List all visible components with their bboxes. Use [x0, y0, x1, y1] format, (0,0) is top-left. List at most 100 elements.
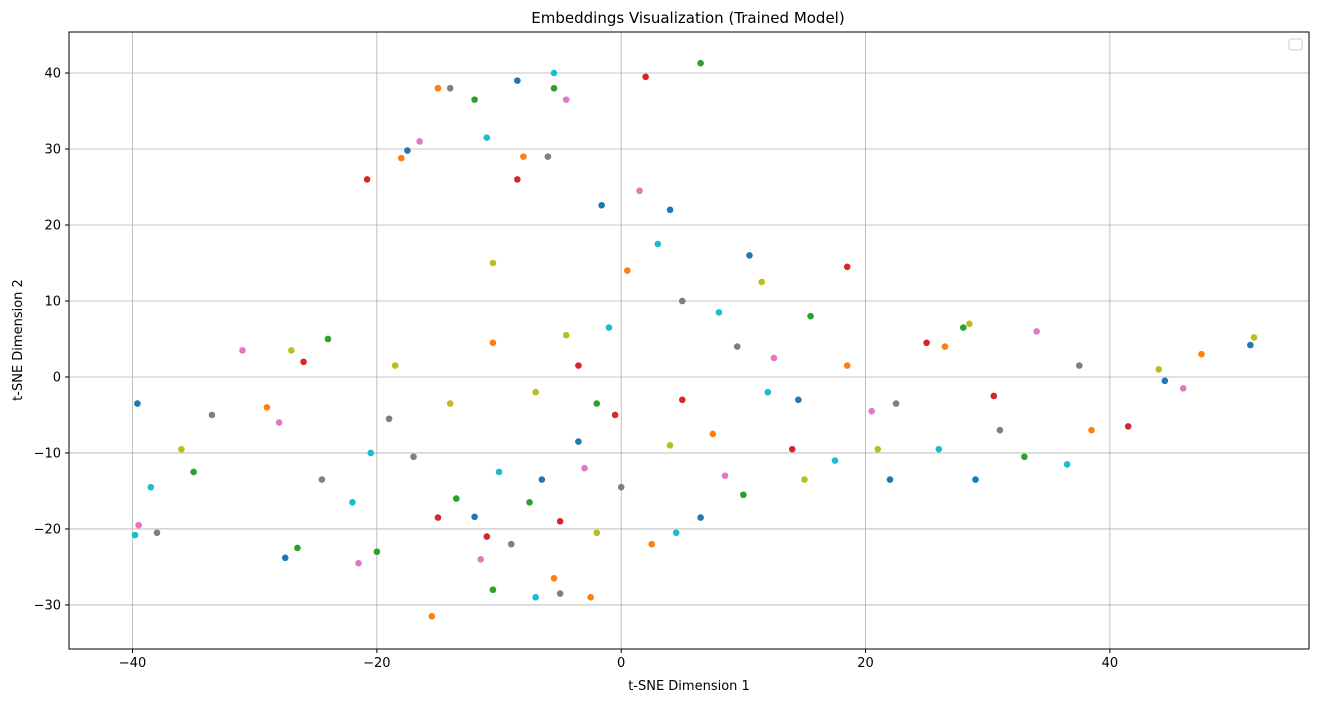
- data-point: [562, 331, 570, 339]
- data-point: [471, 96, 478, 103]
- data-point: [349, 499, 356, 506]
- data-point: [666, 442, 674, 449]
- data-point: [263, 404, 271, 411]
- data-point: [892, 400, 900, 407]
- data-point: [721, 472, 729, 480]
- data-point: [966, 320, 973, 328]
- x-tick-label: 40: [1102, 656, 1119, 671]
- data-point: [697, 59, 704, 67]
- data-point: [275, 419, 283, 426]
- y-axis-label: t-SNE Dimension 2: [11, 279, 26, 401]
- data-point: [526, 499, 533, 506]
- data-point: [575, 362, 582, 369]
- data-point: [868, 407, 875, 415]
- data-point: [575, 438, 582, 445]
- data-point: [1161, 377, 1169, 385]
- data-point: [843, 362, 851, 369]
- data-point: [666, 206, 674, 214]
- y-tick-label: −10: [34, 446, 61, 461]
- data-point: [587, 594, 594, 601]
- data-point: [147, 483, 155, 491]
- data-point: [483, 533, 491, 540]
- data-point: [489, 259, 497, 267]
- data-point: [239, 347, 246, 354]
- data-point: [715, 309, 723, 316]
- data-point: [605, 324, 613, 331]
- data-point: [1063, 461, 1071, 468]
- data-point: [874, 445, 882, 453]
- plot-frame: [68, 31, 1310, 650]
- data-point: [959, 324, 967, 331]
- data-point: [281, 554, 289, 562]
- y-tick-label: −30: [34, 598, 61, 613]
- data-point: [471, 513, 478, 521]
- data-point: [288, 347, 295, 354]
- y-tick-label: 30: [44, 143, 61, 158]
- data-point: [996, 426, 1004, 434]
- grid-lines: [69, 32, 1309, 649]
- data-point: [1155, 366, 1163, 373]
- data-point: [764, 388, 772, 396]
- data-point: [446, 400, 454, 407]
- data-point: [1247, 341, 1254, 349]
- data-point: [507, 540, 515, 548]
- x-tick-label: 0: [617, 656, 625, 671]
- chart-title: Embeddings Visualization (Trained Model): [531, 9, 844, 27]
- data-point: [428, 613, 436, 620]
- data-point: [636, 187, 643, 195]
- x-tick-label: −20: [363, 656, 390, 671]
- data-point: [941, 343, 949, 350]
- data-point: [550, 84, 558, 92]
- data-point: [611, 411, 619, 419]
- data-point: [355, 559, 362, 567]
- y-tick-label: −20: [34, 522, 61, 537]
- data-point: [886, 476, 894, 483]
- data-point: [1088, 426, 1095, 434]
- data-point: [1124, 423, 1132, 430]
- data-point: [581, 464, 588, 472]
- data-point: [795, 396, 802, 404]
- y-tick-label: 40: [44, 67, 61, 82]
- data-point: [446, 84, 454, 92]
- data-point: [593, 529, 601, 537]
- data-point: [178, 445, 185, 453]
- data-point: [990, 392, 998, 400]
- data-point: [556, 590, 564, 597]
- data-point: [434, 514, 442, 521]
- data-point: [294, 544, 301, 552]
- data-point: [363, 176, 371, 183]
- data-point: [746, 252, 753, 259]
- data-point: [843, 263, 851, 271]
- data-points: [131, 59, 1258, 620]
- data-point: [593, 400, 601, 407]
- data-point: [404, 147, 411, 154]
- data-point: [1198, 350, 1205, 358]
- y-tick-label: 10: [44, 294, 61, 309]
- data-point: [538, 476, 546, 483]
- data-point: [434, 84, 442, 92]
- axis-ticks: −40 −20 0 20 40 −30 −20 −10 0 10 20 30 40: [34, 67, 1119, 671]
- data-point: [489, 586, 497, 594]
- data-point: [300, 358, 307, 366]
- data-point: [972, 476, 979, 483]
- data-point: [131, 531, 139, 539]
- data-point: [654, 240, 662, 248]
- data-point: [324, 335, 332, 343]
- data-point: [788, 445, 796, 453]
- data-point: [495, 468, 503, 476]
- x-tick-label: −40: [119, 656, 146, 671]
- data-point: [514, 176, 521, 183]
- data-point: [1250, 334, 1258, 341]
- data-point: [770, 354, 778, 362]
- data-point: [134, 400, 141, 407]
- data-point: [385, 415, 393, 423]
- data-point: [624, 267, 631, 274]
- data-point: [617, 483, 625, 491]
- data-point: [697, 514, 704, 521]
- data-point: [740, 491, 747, 499]
- data-point: [758, 278, 765, 286]
- data-point: [477, 556, 485, 563]
- data-point: [532, 388, 539, 396]
- data-point: [709, 430, 717, 438]
